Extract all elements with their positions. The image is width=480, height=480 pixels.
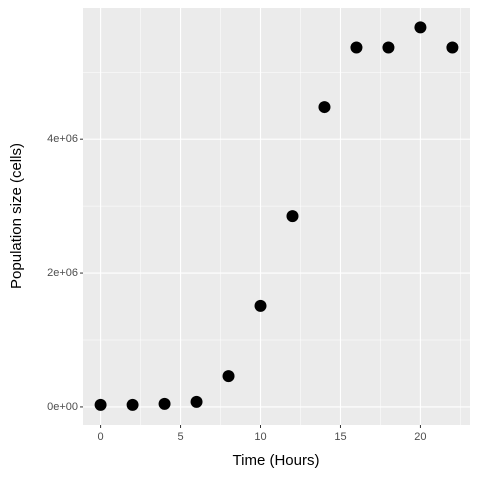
x-tick-label: 10 (254, 431, 266, 443)
x-tick-label: 20 (414, 431, 426, 443)
y-axis-title: Population size (cells) (8, 143, 25, 289)
point (158, 397, 171, 410)
x-tick-label: 15 (334, 431, 346, 443)
x-tick-label: 5 (177, 431, 183, 443)
point (286, 210, 299, 223)
point (126, 398, 139, 411)
x-tick-label: 0 (98, 431, 104, 443)
point (382, 41, 395, 54)
y-tick-label: 2e+06 (47, 267, 78, 279)
y-tick-label: 0e+00 (47, 401, 78, 413)
point (446, 41, 459, 54)
point (318, 101, 331, 114)
point (190, 395, 203, 408)
point (94, 398, 107, 411)
point (414, 21, 427, 34)
x-axis-title: Time (Hours) (233, 452, 320, 469)
panel (83, 8, 470, 425)
point (222, 370, 235, 383)
y-tick-label: 4e+06 (47, 133, 78, 145)
point (254, 299, 267, 312)
point (350, 41, 363, 54)
